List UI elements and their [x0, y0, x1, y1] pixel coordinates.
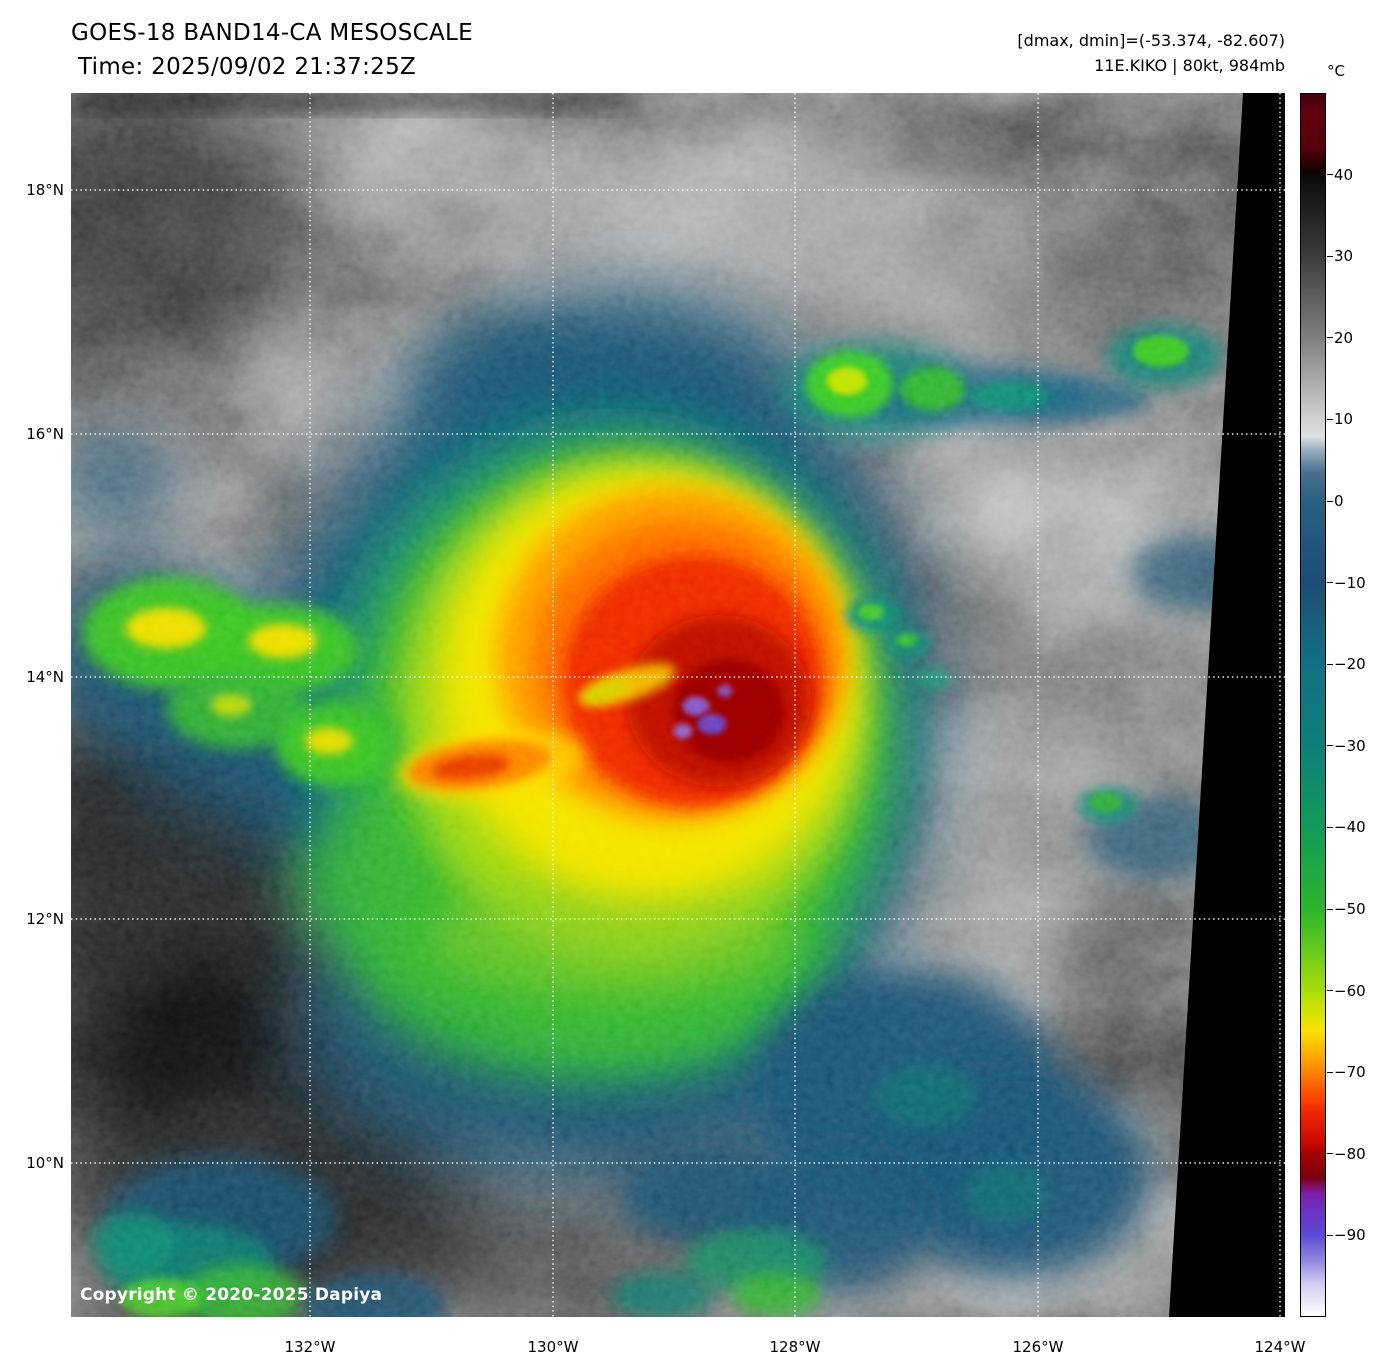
colorbar-tick-label: 40	[1334, 165, 1354, 184]
colorbar-tick-mark	[1327, 663, 1333, 665]
colorbar-tick-label: −50	[1334, 900, 1366, 918]
graticule-lines	[71, 93, 1285, 1317]
timestamp: Time: 2025/09/02 21:37:25Z	[78, 54, 417, 80]
colorbar-tick-mark	[1327, 1153, 1333, 1155]
colorbar-tick-label: 30	[1334, 247, 1354, 266]
colorbar-unit-label: °C	[1327, 62, 1345, 80]
colorbar-tick-label: −60	[1334, 981, 1366, 1000]
colorbar-tick-mark	[1327, 337, 1333, 339]
colorbar-tick-mark	[1327, 500, 1333, 502]
lon-tick-label: 132°W	[284, 1338, 336, 1356]
lat-tick-label: 14°N	[26, 668, 64, 686]
colorbar-tick-mark	[1327, 826, 1333, 828]
colorbar-tick-label: −80	[1334, 1144, 1366, 1163]
colorbar-tick-label: −40	[1334, 818, 1366, 837]
colorbar-tick-label: 0	[1334, 492, 1344, 510]
lon-tick-label: 124°W	[1254, 1338, 1306, 1356]
figure-title: GOES-18 BAND14-CA MESOSCALE	[71, 20, 473, 46]
lat-tick-label: 12°N	[26, 910, 64, 928]
satellite-scene	[71, 93, 1285, 1317]
lat-tick-label: 18°N	[26, 181, 64, 199]
lon-tick-label: 130°W	[527, 1338, 579, 1356]
colorbar-tick-label: −30	[1334, 736, 1366, 755]
colorbar-tick-mark	[1327, 908, 1333, 910]
colorbar-tick-mark	[1327, 1234, 1333, 1236]
lat-tick-label: 10°N	[26, 1154, 64, 1172]
colorbar-tick-label: −70	[1334, 1063, 1366, 1082]
satellite-swath	[71, 93, 1243, 1317]
colorbar-tick-mark	[1327, 255, 1333, 257]
colorbar-tick-label: −20	[1334, 655, 1366, 674]
colorbar-tick-label: −90	[1334, 1226, 1366, 1245]
dmax-dmin-readout: [dmax, dmin]=(-53.374, -82.607)	[1017, 31, 1285, 50]
colorbar-tick-label: −10	[1334, 573, 1366, 592]
colorbar-tick-mark	[1327, 990, 1333, 992]
grain-overlay	[71, 93, 1243, 1317]
lon-tick-label: 128°W	[769, 1338, 821, 1356]
lat-tick-label: 16°N	[26, 425, 64, 443]
colorbar-tick-mark	[1327, 174, 1333, 176]
colorbar-tick-mark	[1327, 1071, 1333, 1073]
storm-info: 11E.KIKO | 80kt, 984mb	[1094, 56, 1285, 75]
colorbar-tick-mark	[1327, 745, 1333, 747]
colorbar-tick-mark	[1327, 418, 1333, 420]
colorbar-tick-mark	[1327, 582, 1333, 584]
colorbar-tick-label: 20	[1334, 328, 1354, 347]
colorbar	[1300, 93, 1326, 1317]
lon-tick-label: 126°W	[1012, 1338, 1064, 1356]
satellite-map: Copyright © 2020-2025 Dapiya	[71, 93, 1285, 1317]
colorbar-tick-label: 10	[1334, 410, 1354, 429]
copyright-text: Copyright © 2020-2025 Dapiya	[80, 1285, 383, 1305]
